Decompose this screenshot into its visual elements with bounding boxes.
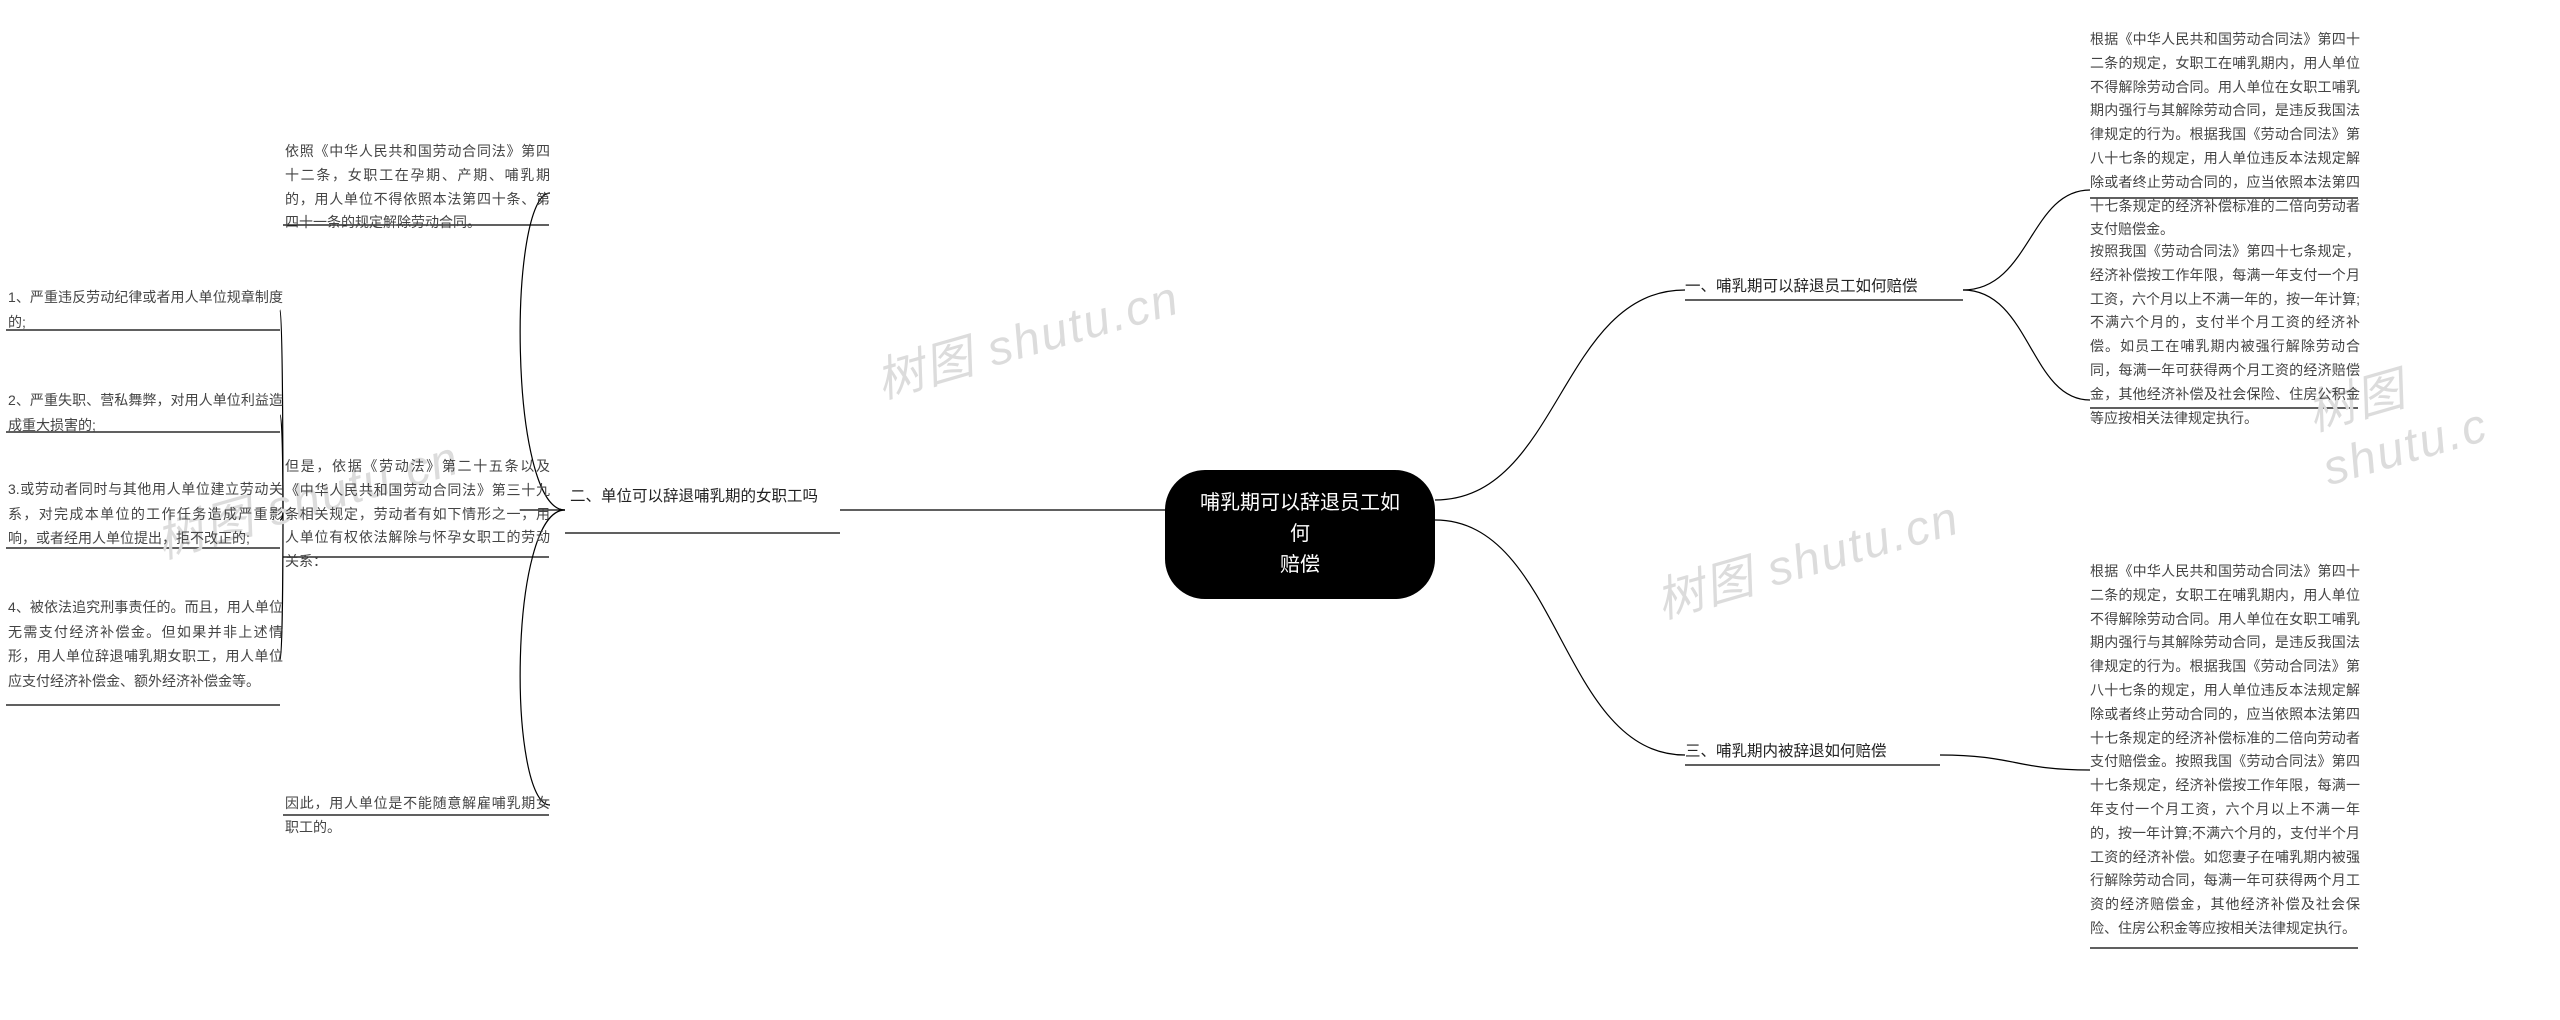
watermark: 树图 shutu.cn	[866, 258, 1186, 412]
branch-right-1: 一、哺乳期可以辞退员工如何赔偿	[1685, 275, 1965, 299]
leaf-r1a: 根据《中华人民共和国劳动合同法》第四十二条的规定，女职工在哺乳期内，用人单位不得…	[2090, 28, 2360, 242]
leaf-l1c: 因此，用人单位是不能随意解雇哺乳期女职工的。	[285, 792, 550, 840]
subleaf-s3: 3.或劳动者同时与其他用人单位建立劳动关系，对完成本单位的工作任务造成严重影响，…	[8, 477, 283, 551]
root-label-line1: 哺乳期可以辞退员工如何	[1200, 492, 1400, 545]
branch-label: 一、哺乳期可以辞退员工如何赔偿	[1685, 278, 1918, 295]
leaf-l1b: 但是，依据《劳动法》第二十五条以及《中华人民共和国劳动合同法》第三十九条相关规定…	[285, 455, 550, 574]
branch-label: 三、哺乳期内被辞退如何赔偿	[1685, 743, 1887, 760]
branch-left-1: 二、单位可以辞退哺乳期的女职工吗	[570, 485, 840, 509]
leaf-r2a: 根据《中华人民共和国劳动合同法》第四十二条的规定，女职工在哺乳期内，用人单位不得…	[2090, 560, 2360, 941]
leaf-r1b: 按照我国《劳动合同法》第四十七条规定，经济补偿按工作年限，每满一年支付一个月工资…	[2090, 240, 2360, 430]
subleaf-s4: 4、被依法追究刑事责任的。而且，用人单位无需支付经济补偿金。但如果并非上述情形，…	[8, 595, 283, 693]
branch-label: 二、单位可以辞退哺乳期的女职工吗	[570, 488, 818, 505]
watermark: 树图 shutu.cn	[1646, 478, 1966, 632]
branch-right-2: 三、哺乳期内被辞退如何赔偿	[1685, 740, 1965, 764]
root-label-line2: 赔偿	[1280, 554, 1320, 576]
mindmap-root: 哺乳期可以辞退员工如何 赔偿	[1165, 470, 1435, 599]
subleaf-s2: 2、严重失职、营私舞弊，对用人单位利益造成重大损害的;	[8, 388, 283, 437]
subleaf-s1: 1、严重违反劳动纪律或者用人单位规章制度的;	[8, 285, 283, 334]
leaf-l1a: 依照《中华人民共和国劳动合同法》第四十二条，女职工在孕期、产期、哺乳期的，用人单…	[285, 140, 550, 235]
